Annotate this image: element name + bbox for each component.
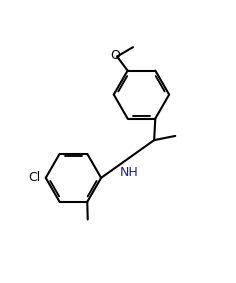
Text: Cl: Cl — [28, 171, 41, 184]
Text: O: O — [110, 49, 120, 62]
Text: NH: NH — [119, 166, 138, 179]
